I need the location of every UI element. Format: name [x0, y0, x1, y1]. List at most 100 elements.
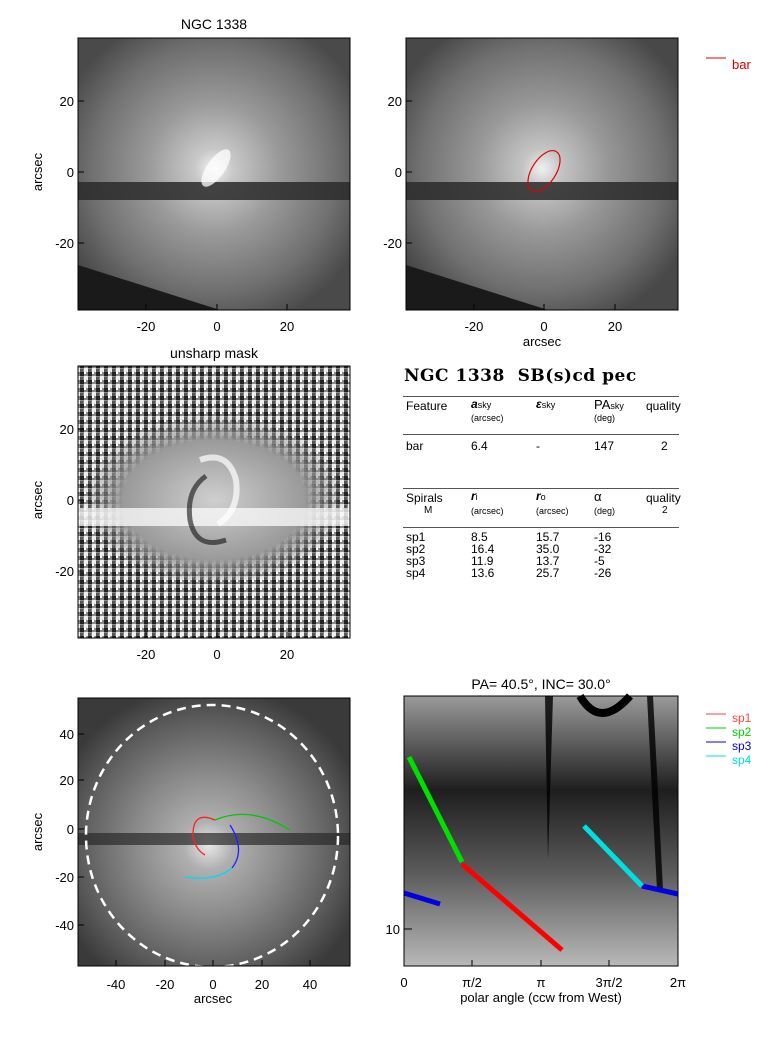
y-axis-label: arcsec	[30, 812, 45, 851]
image-edge-shadow	[78, 265, 220, 310]
y-tick-label: -20	[55, 564, 74, 579]
legend: sp1 sp2 sp3 sp4	[706, 711, 752, 767]
spiral-alpha: -26	[594, 566, 612, 580]
header-pa: PAsky	[594, 397, 624, 412]
header-ri-unit: (arcsec)	[471, 506, 504, 516]
galaxy-structure	[84, 415, 344, 585]
y-ticks	[78, 100, 84, 244]
bar-a: 6.4	[471, 439, 488, 453]
y-tick-label: 20	[60, 94, 74, 109]
detector-gap	[78, 833, 350, 845]
galaxy-image-plot: 20 0 -20 -20 0 20 arcsec	[30, 37, 351, 334]
spiral-name: sp3	[406, 554, 426, 568]
header-alpha-unit: (deg)	[594, 506, 616, 516]
spiral-track-sp2	[406, 755, 465, 864]
panel-galaxy-image: NGC 1338 20 0 -20 -20 0 20 arcsec	[0, 0, 370, 340]
spiral-track-sp4	[582, 824, 644, 888]
panel-bar-fit: 20 0 -20 -20 0 20 arcsec bar	[370, 0, 779, 360]
spiral-ri: 16.4	[471, 542, 495, 556]
x-axis-label: arcsec	[194, 991, 233, 1006]
y-tick-label: -40	[55, 918, 74, 933]
spiral-overlay-plot: 40 20 0 -20 -40 -40 -20 0 20 40 arcsec a…	[30, 697, 351, 1006]
x-tick-label: -20	[137, 647, 156, 662]
legend-label: sp3	[732, 739, 752, 753]
y-tick-label: 0	[67, 493, 74, 508]
x-tick-label: -40	[107, 977, 126, 992]
image-edge-shadow	[406, 265, 548, 310]
y-tick-label: 20	[60, 422, 74, 437]
header-a: asky	[471, 397, 492, 411]
polar-projection-plot: 10 0 π/2 π 3π/2 2π polar angle (ccw from…	[386, 693, 752, 1005]
y-ticks	[78, 428, 84, 572]
y-tick-label: 0	[67, 822, 74, 837]
bar-ellipse	[527, 150, 561, 192]
dark-streak	[545, 696, 553, 860]
legend-label: sp2	[732, 725, 752, 739]
spiral-ro: 35.0	[536, 542, 560, 556]
x-ticks	[115, 960, 311, 966]
x-tick-label: -20	[156, 977, 175, 992]
table-rule	[403, 488, 679, 489]
x-tick-label: 40	[303, 977, 317, 992]
spiral-arm-sp4	[184, 867, 233, 879]
plot-frame	[77, 365, 351, 639]
spiral-arm-sp2	[214, 813, 291, 831]
header-spirals: Spirals	[406, 491, 443, 505]
header-pa-unit: (deg)	[594, 413, 616, 423]
x-axis-label: polar angle (ccw from West)	[460, 990, 622, 1005]
galaxy-image	[78, 698, 350, 966]
y-ticks	[406, 100, 412, 244]
header-ro: ro	[536, 489, 546, 503]
detector-gap	[406, 182, 678, 200]
header-m: M	[424, 505, 433, 516]
x-tick-label: 0	[400, 975, 407, 990]
x-tick-label: 0	[209, 977, 216, 992]
y-axis-label: arcsec	[30, 480, 45, 519]
header-ri: ri	[471, 489, 478, 503]
spiral-alpha: -16	[594, 530, 612, 544]
galaxy-core	[201, 149, 231, 187]
x-tick-label: 20	[280, 319, 294, 334]
y-tick-label: -20	[55, 870, 74, 885]
dark-arc	[576, 693, 633, 717]
spiral-ro: 25.7	[536, 566, 560, 580]
x-ticks	[473, 304, 616, 310]
header-a-unit: (arcsec)	[471, 413, 504, 423]
x-ticks	[145, 304, 288, 310]
spiral-name: sp2	[406, 542, 426, 556]
y-tick-label: 20	[388, 94, 402, 109]
panel-title: PA= 40.5°, INC= 30.0°	[471, 676, 611, 692]
x-tick-label: π/2	[462, 975, 482, 990]
y-tick-label: -20	[383, 236, 402, 251]
y-axis-label: arcsec	[30, 152, 45, 191]
x-tick-label: 20	[255, 977, 269, 992]
panel-unsharp-mask: unsharp mask 20	[0, 340, 370, 670]
x-tick-label: 2π	[670, 975, 686, 990]
spiral-alpha: -32	[594, 542, 612, 556]
y-tick-label: -20	[55, 236, 74, 251]
bar-feature: bar	[406, 439, 424, 453]
x-ticks	[145, 632, 288, 638]
header-quality: quality	[646, 399, 681, 413]
spiral-arm-sp1	[192, 816, 216, 856]
x-tick-label: 20	[280, 647, 294, 662]
spiral-track-sp3-left	[403, 890, 441, 907]
panel-spiral-overlay: 40 20 0 -20 -40 -40 -20 0 20 40 arcsec a…	[0, 680, 370, 1020]
spiral-alpha: -5	[594, 554, 605, 568]
spiral-feature	[198, 454, 240, 527]
x-tick-label: 3π/2	[595, 975, 622, 990]
detector-gap	[78, 182, 350, 200]
spiral-track-sp1	[460, 862, 564, 952]
header-spiral-quality: quality	[646, 491, 681, 505]
plot-frame	[77, 37, 351, 311]
spiral-ri: 13.6	[471, 566, 495, 580]
galaxy-image	[406, 38, 678, 310]
table-rule	[403, 396, 679, 397]
y-tick-label: 0	[395, 165, 402, 180]
disk-outline	[84, 703, 340, 969]
x-tick-label: -20	[465, 319, 484, 334]
panel-title: NGC 1338	[180, 16, 248, 32]
panel-title: unsharp mask	[170, 345, 258, 361]
y-tick-label: 10	[386, 922, 400, 937]
header-ro-unit: (arcsec)	[536, 506, 569, 516]
